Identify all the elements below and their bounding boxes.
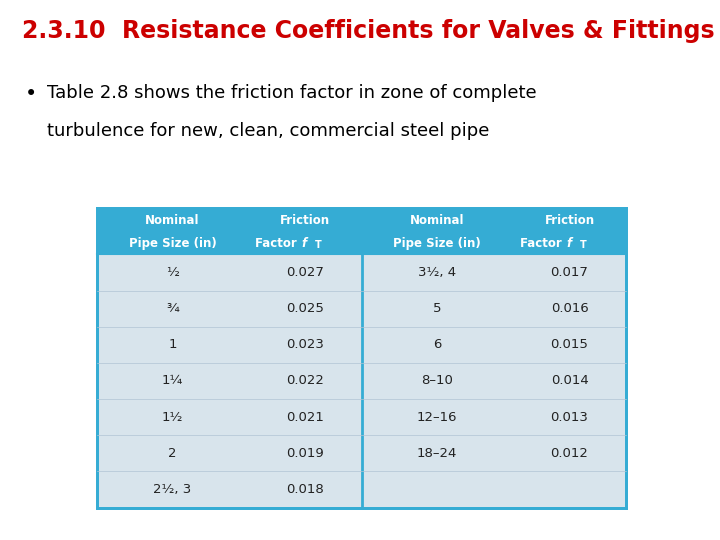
Text: ¾: ¾ (166, 302, 179, 315)
Text: 0.016: 0.016 (551, 302, 588, 315)
Text: 0.021: 0.021 (286, 410, 324, 424)
Text: 2: 2 (168, 447, 177, 460)
FancyBboxPatch shape (97, 208, 626, 508)
Text: 1¼: 1¼ (162, 374, 183, 388)
Text: 0.023: 0.023 (286, 338, 324, 352)
Text: 18–24: 18–24 (417, 447, 457, 460)
Text: Nominal: Nominal (145, 214, 200, 227)
Text: •: • (25, 84, 37, 104)
Text: Factor: Factor (256, 237, 301, 249)
Text: 1: 1 (168, 338, 177, 352)
Text: f: f (566, 237, 571, 249)
Text: Table 2.8 shows the friction factor in zone of complete: Table 2.8 shows the friction factor in z… (47, 84, 536, 102)
Text: Pipe Size (in): Pipe Size (in) (129, 237, 217, 249)
Text: 1½: 1½ (162, 410, 184, 424)
Text: 0.013: 0.013 (551, 410, 588, 424)
Text: 0.025: 0.025 (286, 302, 324, 315)
Text: 2.3.10  Resistance Coefficients for Valves & Fittings: 2.3.10 Resistance Coefficients for Valve… (22, 19, 714, 43)
Text: 0.014: 0.014 (551, 374, 588, 388)
Text: Friction: Friction (280, 214, 330, 227)
Text: Pipe Size (in): Pipe Size (in) (393, 237, 481, 249)
Text: 0.017: 0.017 (551, 266, 588, 279)
Text: ½: ½ (166, 266, 179, 279)
FancyBboxPatch shape (97, 208, 626, 254)
Text: 0.027: 0.027 (286, 266, 324, 279)
Text: T: T (580, 240, 586, 249)
Text: Nominal: Nominal (410, 214, 464, 227)
Text: 8–10: 8–10 (421, 374, 453, 388)
Text: T: T (315, 240, 322, 249)
Text: turbulence for new, clean, commercial steel pipe: turbulence for new, clean, commercial st… (47, 122, 489, 139)
Text: 12–16: 12–16 (417, 410, 457, 424)
Text: f: f (301, 237, 307, 249)
Text: 0.015: 0.015 (551, 338, 588, 352)
Text: 0.022: 0.022 (286, 374, 324, 388)
Text: Factor: Factor (520, 237, 566, 249)
Text: 3½, 4: 3½, 4 (418, 266, 456, 279)
Text: 5: 5 (433, 302, 441, 315)
Text: 0.018: 0.018 (286, 483, 324, 496)
Text: 6: 6 (433, 338, 441, 352)
Text: 0.012: 0.012 (551, 447, 588, 460)
Text: 2½, 3: 2½, 3 (153, 483, 192, 496)
Text: 0.019: 0.019 (286, 447, 324, 460)
Text: Friction: Friction (544, 214, 595, 227)
